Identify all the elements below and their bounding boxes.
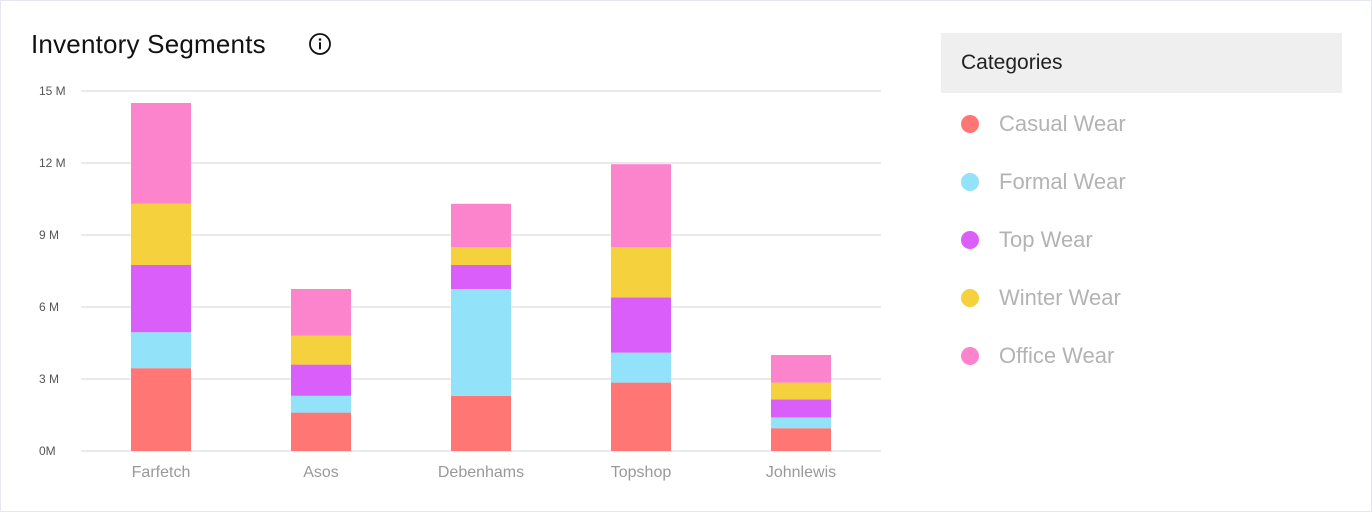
bar-segment[interactable]	[451, 395, 511, 451]
legend-label: Top Wear	[999, 227, 1093, 252]
bar-segment[interactable]	[451, 203, 511, 247]
bar-segment[interactable]	[771, 428, 831, 451]
bar-segment[interactable]	[131, 103, 191, 204]
legend-dot-icon	[961, 115, 979, 133]
bar-segment[interactable]	[771, 399, 831, 418]
legend-list: Casual Wear Formal Wear Top Wear Winter …	[941, 93, 1342, 383]
info-icon[interactable]	[309, 33, 331, 55]
legend-label: Winter Wear	[999, 285, 1121, 310]
legend-item[interactable]: Top Wear	[941, 209, 1342, 267]
y-tick-label: 0M	[39, 444, 56, 458]
y-tick-label: 6 M	[39, 300, 59, 314]
bar-segment[interactable]	[131, 265, 191, 333]
stacked-bar-chart: 0M 3 M 6 M 9 M 12 M 15 M Farfetch Asos Debenhams…	[39, 84, 881, 481]
y-tick-label: 12 M	[39, 156, 66, 170]
axis-labels: 0M 3 M 6 M 9 M 12 M 15 M Farfetch Asos Debenhams…	[39, 84, 836, 481]
bar-segment[interactable]	[451, 265, 511, 289]
legend: Categories Casual Wear Formal Wear Top W…	[941, 33, 1342, 383]
legend-item[interactable]: Office Wear	[941, 325, 1342, 383]
bar-segment[interactable]	[771, 355, 831, 383]
bar-segment[interactable]	[291, 364, 351, 396]
legend-item[interactable]: Winter Wear	[941, 267, 1342, 325]
bar-segment[interactable]	[771, 382, 831, 400]
x-tick-label: Topshop	[611, 464, 672, 481]
legend-item[interactable]: Formal Wear	[941, 151, 1342, 209]
x-tick-label: Debenhams	[438, 464, 524, 481]
bar-segment[interactable]	[611, 382, 671, 451]
bar-segment[interactable]	[611, 247, 671, 298]
x-tick-label: Asos	[303, 464, 339, 481]
legend-dot-icon	[961, 289, 979, 307]
bar-segment[interactable]	[291, 412, 351, 451]
bar-segment[interactable]	[291, 335, 351, 365]
legend-title: Categories	[941, 33, 1342, 93]
legend-dot-icon	[961, 347, 979, 365]
bar-segment[interactable]	[131, 203, 191, 265]
y-tick-label: 3 M	[39, 372, 59, 386]
bar-segment[interactable]	[611, 297, 671, 353]
y-tick-label: 15 M	[39, 84, 66, 98]
y-tick-label: 9 M	[39, 228, 59, 242]
bar-segment[interactable]	[451, 247, 511, 265]
x-tick-label: Johnlewis	[766, 464, 836, 481]
x-tick-label: Farfetch	[132, 464, 191, 481]
legend-dot-icon	[961, 231, 979, 249]
legend-label: Office Wear	[999, 343, 1115, 368]
bar-segment[interactable]	[291, 395, 351, 413]
bar-segment[interactable]	[611, 352, 671, 383]
bar-segment[interactable]	[291, 289, 351, 336]
bars	[131, 103, 831, 451]
legend-label: Formal Wear	[999, 169, 1126, 194]
legend-dot-icon	[961, 173, 979, 191]
bar-segment[interactable]	[771, 417, 831, 429]
bar-segment[interactable]	[131, 332, 191, 369]
bar-segment[interactable]	[611, 164, 671, 247]
bar-segment[interactable]	[451, 289, 511, 396]
legend-label: Casual Wear	[999, 111, 1126, 136]
chart-title: Inventory Segments	[31, 29, 266, 59]
bar-segment[interactable]	[131, 368, 191, 451]
legend-item[interactable]: Casual Wear	[941, 93, 1342, 151]
